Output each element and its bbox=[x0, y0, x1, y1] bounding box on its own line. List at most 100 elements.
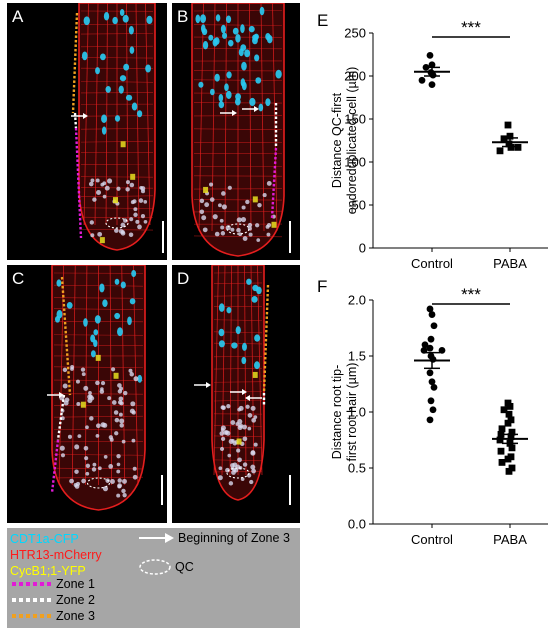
nucleus-dense bbox=[201, 215, 207, 221]
nucleus-dense bbox=[122, 478, 127, 484]
nucleus-cfp bbox=[125, 94, 133, 101]
nucleus-cfp bbox=[225, 90, 232, 99]
nucleus-dense bbox=[129, 372, 135, 377]
cell-wall bbox=[80, 195, 154, 198]
nucleus-cfp bbox=[119, 75, 127, 82]
cell-file bbox=[213, 265, 219, 476]
nucleus-dense bbox=[62, 383, 68, 389]
nucleus-dense bbox=[81, 372, 86, 377]
nucleus-cfp bbox=[122, 14, 129, 23]
data-point bbox=[508, 444, 516, 452]
nucleus-dense bbox=[117, 478, 122, 483]
nucleus-dense bbox=[236, 448, 241, 453]
nucleus-dense bbox=[92, 462, 97, 467]
nucleus-cfp bbox=[95, 67, 100, 75]
nucleus-cfp bbox=[214, 37, 220, 45]
data-point bbox=[428, 61, 436, 69]
nucleus-dense bbox=[119, 423, 124, 428]
y-axis-label: Distance root tip-first root hair (µm) bbox=[330, 363, 359, 462]
cell-wall bbox=[193, 235, 283, 238]
nucleus-cfp bbox=[231, 342, 238, 349]
nucleus-cfp bbox=[136, 110, 143, 118]
nucleus-dense bbox=[266, 181, 272, 186]
nucleus-dense bbox=[114, 431, 119, 436]
nucleus-cfp bbox=[119, 9, 125, 16]
nucleus-dense bbox=[130, 401, 136, 407]
nucleus-dense bbox=[89, 416, 94, 421]
nucleus-cfp bbox=[220, 24, 226, 34]
data-point bbox=[514, 143, 522, 151]
nucleus-cfp bbox=[66, 301, 73, 309]
nucleus-dense bbox=[135, 219, 140, 224]
nucleus-dense bbox=[81, 478, 86, 484]
data-point bbox=[506, 403, 514, 410]
nucleus-dense bbox=[212, 214, 218, 220]
cell-file bbox=[71, 265, 76, 486]
data-point bbox=[438, 347, 446, 354]
cell-wall bbox=[80, 128, 154, 130]
legend-cfp-label: CDT1a-CFP bbox=[10, 532, 79, 546]
nucleus-dense bbox=[63, 400, 69, 406]
nucleus-cfp bbox=[83, 318, 88, 327]
nucleus-dense bbox=[230, 227, 235, 232]
arrowhead bbox=[245, 395, 250, 401]
cell-wall bbox=[213, 435, 263, 438]
nucleus-cfp bbox=[254, 54, 260, 62]
nucleus-dense bbox=[133, 376, 139, 382]
nucleus-cfp bbox=[123, 63, 130, 71]
nucleus-cfp bbox=[102, 299, 108, 307]
cycb-cell bbox=[130, 173, 136, 180]
y-axis-label-line: Distance QC-first bbox=[330, 92, 344, 188]
nucleus-cfp bbox=[90, 334, 96, 343]
nucleus-dense bbox=[265, 224, 270, 229]
nucleus-dense bbox=[116, 462, 121, 467]
y-tick-label: 50 bbox=[352, 198, 366, 213]
cell-wall bbox=[213, 319, 263, 321]
data-point bbox=[498, 425, 506, 433]
cell-wall bbox=[53, 476, 144, 479]
data-point bbox=[508, 428, 516, 436]
cell-wall bbox=[53, 344, 144, 347]
nucleus-dense bbox=[248, 232, 253, 237]
nucleus-cfp bbox=[214, 73, 220, 82]
x-tick-label: PABA bbox=[493, 256, 527, 271]
nucleus-cfp bbox=[202, 40, 209, 50]
nucleus-cfp bbox=[218, 101, 225, 109]
nucleus-dense bbox=[90, 233, 95, 238]
nucleus-dense bbox=[70, 367, 74, 371]
y-tick-label: 0.0 bbox=[348, 517, 366, 532]
arrowhead bbox=[242, 389, 247, 395]
cell-wall bbox=[53, 379, 144, 381]
nucleus-dense bbox=[250, 405, 256, 411]
nucleus-dense bbox=[237, 457, 242, 463]
panel-label-f: F bbox=[317, 277, 327, 296]
nucleus-cfp bbox=[246, 278, 252, 285]
nucleus-cfp bbox=[248, 25, 255, 33]
nucleus-dense bbox=[236, 217, 242, 223]
cycb-cell bbox=[80, 401, 86, 408]
data-point bbox=[418, 76, 426, 84]
nucleus-dense bbox=[121, 439, 126, 444]
nucleus-dense bbox=[88, 181, 94, 187]
root-image-b bbox=[191, 3, 291, 257]
nucleus-cfp bbox=[94, 315, 101, 324]
data-point bbox=[507, 143, 515, 151]
nucleus-dense bbox=[119, 418, 125, 424]
cycb-cell bbox=[252, 371, 258, 378]
cell-file bbox=[121, 265, 126, 486]
nucleus-cfp bbox=[128, 26, 134, 35]
nucleus-dense bbox=[237, 419, 243, 425]
nucleus-dense bbox=[220, 225, 225, 230]
arrowhead bbox=[206, 382, 211, 388]
cell-wall bbox=[213, 272, 263, 274]
arrowhead bbox=[59, 392, 64, 398]
nucleus-dense bbox=[249, 479, 254, 485]
data-point bbox=[426, 369, 434, 377]
nucleus-cfp bbox=[254, 334, 261, 342]
nucleus-cfp bbox=[198, 81, 204, 88]
nucleus-dense bbox=[77, 434, 82, 439]
nucleus-dense bbox=[99, 389, 105, 394]
nucleus-cfp bbox=[252, 37, 258, 45]
nucleus-dense bbox=[102, 194, 107, 199]
nucleus-dense bbox=[242, 236, 248, 241]
